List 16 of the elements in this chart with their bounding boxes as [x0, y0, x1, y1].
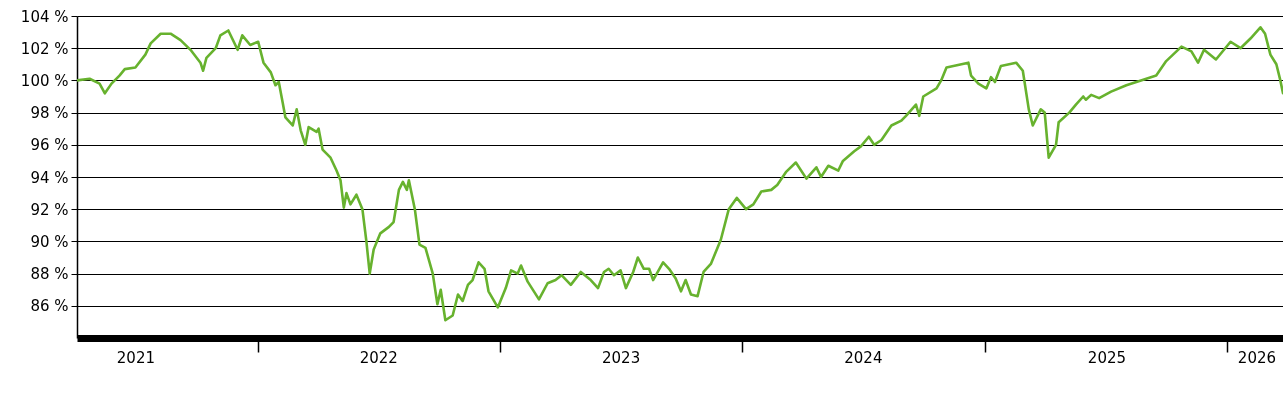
x-tick-label: 2022: [359, 348, 398, 367]
x-tick-label: 2024: [844, 348, 883, 367]
y-tick-label: 94 %: [30, 168, 69, 187]
y-tick-label: 98 %: [30, 104, 69, 123]
y-tick-label: 90 %: [30, 232, 69, 251]
x-tick-label: 2025: [1087, 348, 1127, 367]
x-tick-label: 2026: [1237, 348, 1277, 367]
y-tick-label: 96 %: [30, 136, 69, 155]
y-tick-label: 100 %: [20, 71, 69, 90]
y-tick-label: 88 %: [30, 265, 69, 284]
y-tick-label: 104 %: [20, 7, 69, 26]
y-tick-label: 86 %: [30, 297, 69, 316]
x-tick-label: 2023: [602, 348, 641, 367]
x-tick-label: 2021: [116, 348, 155, 367]
y-tick-label: 102 %: [20, 39, 69, 58]
y-tick-label: 92 %: [30, 200, 69, 219]
